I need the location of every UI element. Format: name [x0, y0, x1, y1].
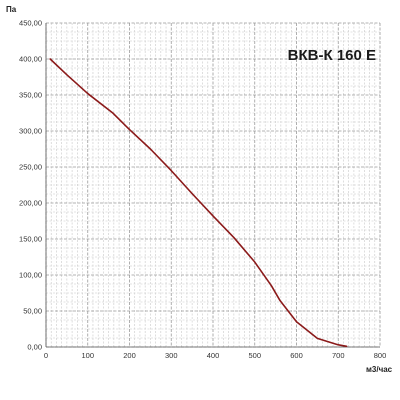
x-tick-label: 600	[290, 351, 303, 360]
y-tick-label: 250,00	[19, 163, 42, 172]
x-tick-label: 300	[165, 351, 178, 360]
x-tick-label: 400	[207, 351, 220, 360]
y-tick-label: 450,00	[19, 19, 42, 28]
x-tick-label: 500	[248, 351, 261, 360]
y-tick-label: 200,00	[19, 199, 42, 208]
y-tick-label: 150,00	[19, 235, 42, 244]
y-tick-label: 0,00	[27, 343, 42, 352]
x-tick-label: 700	[332, 351, 345, 360]
series-line	[49, 58, 348, 348]
x-tick-label: 200	[123, 351, 136, 360]
x-tick-label: 0	[44, 351, 48, 360]
x-axis-label: м3/час	[366, 365, 393, 374]
x-tick-labels: 0 100 200 300 400 500 600 700 800	[44, 351, 386, 360]
y-tick-label: 50,00	[23, 307, 42, 316]
y-tick-label: 300,00	[19, 127, 42, 136]
y-tick-labels: 0,00 50,00 100,00 150,00 200,00 250,00 300,00 3…	[19, 19, 42, 352]
y-tick-label: 400,00	[19, 55, 42, 64]
chart-title: ВКВ-К 160 Е	[288, 47, 376, 64]
y-tick-label: 100,00	[19, 271, 42, 280]
x-tick-label: 800	[374, 351, 387, 360]
grid	[45, 22, 381, 348]
series-group	[49, 58, 348, 348]
y-tick-label: 350,00	[19, 91, 42, 100]
y-axis-label: Па	[6, 5, 17, 14]
axes	[45, 23, 380, 348]
x-tick-label: 100	[81, 351, 94, 360]
